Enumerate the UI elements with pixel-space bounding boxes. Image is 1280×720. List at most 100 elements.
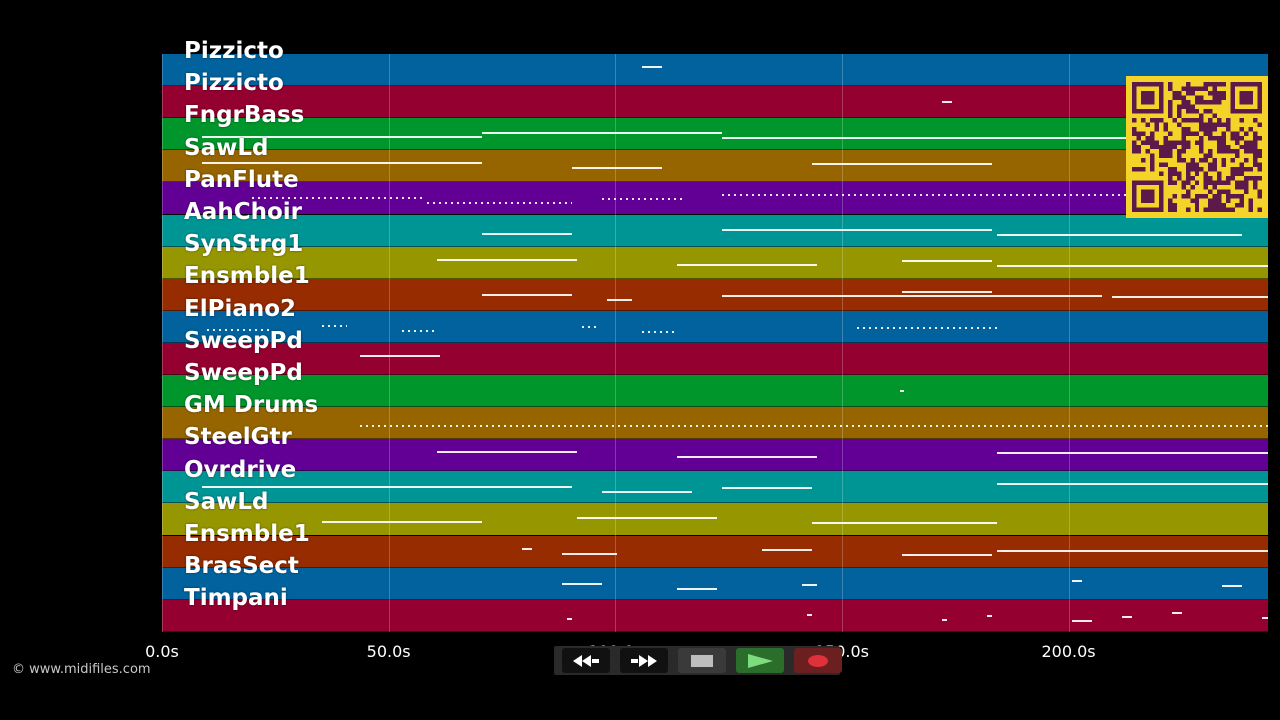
track-label: FngrBass [184, 102, 305, 129]
track-lane[interactable] [162, 342, 1268, 375]
midi-note [562, 552, 617, 555]
lane-divider [162, 85, 1268, 87]
track-label: Pizzicto [184, 38, 284, 64]
lane-divider [162, 117, 1268, 119]
track-label: BrasSect [184, 553, 299, 580]
lane-divider [162, 502, 1268, 504]
track-lane[interactable] [162, 503, 1268, 536]
track-lane[interactable] [162, 599, 1268, 632]
midi-note [722, 294, 1102, 297]
play-button[interactable] [736, 648, 784, 673]
track-lane[interactable] [162, 150, 1268, 183]
time-grid-line [162, 54, 163, 632]
midi-note [577, 517, 717, 520]
lane-divider [162, 309, 1268, 311]
track-label: AahChoir [184, 199, 302, 225]
track-lane[interactable] [162, 439, 1268, 472]
track-lane[interactable] [162, 535, 1268, 568]
midi-note [202, 162, 482, 165]
midi-note [642, 66, 662, 68]
track-label: Ovrdrive [184, 456, 297, 483]
lane-divider [162, 374, 1268, 375]
midi-note [427, 202, 572, 205]
midi-note [567, 617, 572, 620]
track-lane[interactable] [162, 407, 1268, 440]
midi-note [902, 553, 992, 556]
midi-note [677, 587, 717, 590]
midi-note [360, 425, 1268, 428]
midi-note [722, 137, 1126, 140]
midi-note [1072, 619, 1092, 622]
midi-note [437, 451, 577, 454]
record-icon [808, 654, 828, 667]
track-lane[interactable] [162, 246, 1268, 279]
copyright-text: © www.midifiles.com [12, 662, 151, 677]
midi-note [722, 487, 812, 490]
track-lane[interactable] [162, 310, 1268, 343]
midi-note [807, 613, 812, 616]
midi-note [202, 486, 572, 489]
track-lane[interactable] [162, 278, 1268, 311]
midi-note [1262, 616, 1268, 619]
track-label: Timpani [184, 585, 288, 612]
midi-note [997, 264, 1268, 267]
midi-note [677, 263, 817, 266]
midi-note [562, 582, 602, 585]
lane-divider [162, 438, 1268, 440]
midi-note [1222, 584, 1242, 587]
track-lane[interactable] [162, 86, 1268, 119]
midi-note [997, 452, 1268, 455]
piano-roll[interactable] [162, 54, 1268, 632]
track-label: Ensmble1 [184, 263, 310, 290]
track-label: Pizzicto [184, 70, 284, 97]
midi-note [607, 298, 632, 301]
midi-note [1172, 611, 1182, 614]
lane-divider [162, 598, 1268, 600]
midi-note [1072, 579, 1082, 582]
midi-note [802, 583, 817, 586]
midi-note [1122, 615, 1132, 618]
midi-note [482, 132, 722, 135]
lane-divider [162, 277, 1268, 279]
track-lane[interactable] [162, 567, 1268, 600]
track-label: SteelGtr [184, 424, 292, 451]
rewind-button[interactable] [562, 648, 610, 673]
time-tick-label: 50.0s [366, 642, 411, 661]
midi-note [322, 521, 482, 524]
qr-code-graphic [1132, 82, 1262, 212]
midi-note [402, 329, 437, 332]
fast-forward-button[interactable] [620, 648, 668, 673]
stop-button[interactable] [678, 648, 726, 673]
time-grid-line [841, 54, 843, 632]
lane-divider [162, 406, 1268, 408]
track-label: SawLd [184, 134, 269, 161]
fast-forward-icon [631, 654, 657, 667]
midi-note [642, 330, 677, 333]
track-label: GM Drums [184, 392, 319, 419]
midi-note [522, 547, 532, 550]
lane-divider [162, 213, 1268, 215]
track-lane[interactable] [162, 118, 1268, 151]
midi-note [677, 456, 817, 459]
lane-divider [162, 149, 1268, 151]
track-label: ElPiano2 [184, 295, 297, 322]
record-button[interactable] [794, 648, 842, 673]
time-tick-label: 200.0s [1041, 642, 1096, 661]
track-lane[interactable] [162, 54, 1268, 87]
rewind-icon [573, 654, 599, 667]
time-grid-line [615, 54, 617, 632]
midi-note [252, 197, 422, 200]
track-lane[interactable] [162, 214, 1268, 247]
midi-note [900, 390, 904, 392]
midi-note [437, 258, 577, 261]
midi-note [857, 326, 997, 329]
time-grid-line [388, 54, 390, 632]
lane-divider [162, 341, 1268, 343]
midi-note [1112, 295, 1268, 298]
midi-note [987, 614, 992, 617]
time-grid-line [1068, 54, 1070, 632]
midi-note [322, 324, 347, 327]
track-label: SynStrg1 [184, 231, 304, 258]
lane-divider [162, 534, 1268, 536]
track-lane[interactable] [162, 375, 1268, 408]
